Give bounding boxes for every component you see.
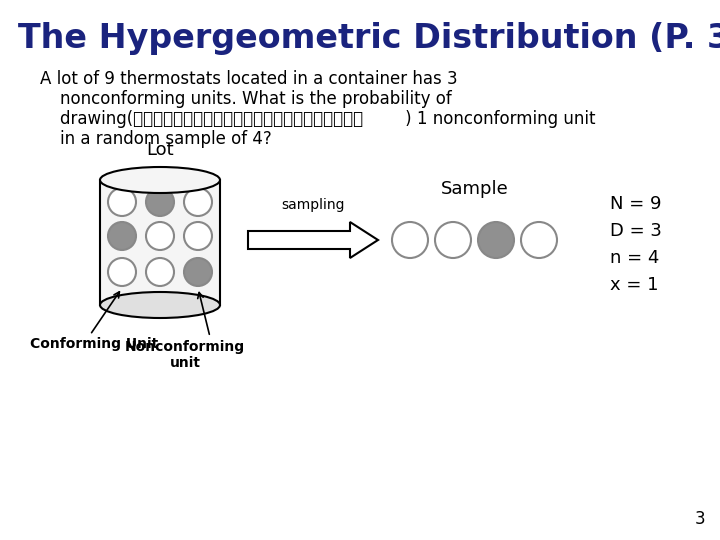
Text: Conforming Unit: Conforming Unit	[30, 337, 158, 351]
Circle shape	[184, 222, 212, 250]
Ellipse shape	[100, 292, 220, 318]
Text: in a random sample of 4?: in a random sample of 4?	[60, 130, 271, 148]
Text: D = 3: D = 3	[610, 222, 662, 240]
Bar	[100, 180, 220, 305]
Text: n = 4: n = 4	[610, 249, 660, 267]
Circle shape	[146, 188, 174, 216]
Circle shape	[392, 222, 428, 258]
Circle shape	[478, 222, 514, 258]
Circle shape	[146, 222, 174, 250]
Circle shape	[184, 258, 212, 286]
Circle shape	[184, 188, 212, 216]
Text: nonconforming units. What is the probability of: nonconforming units. What is the probabi…	[60, 90, 451, 108]
Circle shape	[108, 188, 136, 216]
Text: N = 9: N = 9	[610, 195, 662, 213]
Circle shape	[108, 222, 136, 250]
Ellipse shape	[100, 167, 220, 193]
Circle shape	[435, 222, 471, 258]
Text: Sample: Sample	[441, 180, 508, 198]
Text: 3: 3	[694, 510, 705, 528]
Text: Lot: Lot	[146, 141, 174, 159]
Text: x = 1: x = 1	[610, 276, 659, 294]
Text: drawing(ความนาจะเป็นในการสุมทยบ        ) 1 nonconforming unit: drawing(ความนาจะเป็นในการสุมทยบ ) 1 nonc…	[60, 110, 595, 128]
Text: Nonconforming
unit: Nonconforming unit	[125, 340, 245, 370]
Circle shape	[521, 222, 557, 258]
Text: sampling: sampling	[282, 198, 345, 212]
Text: The Hypergeometric Distribution (P. 3): The Hypergeometric Distribution (P. 3)	[18, 22, 720, 55]
Text: A lot of 9 thermostats located in a container has 3: A lot of 9 thermostats located in a cont…	[40, 70, 458, 88]
FancyArrow shape	[248, 222, 378, 258]
Circle shape	[108, 258, 136, 286]
Circle shape	[146, 258, 174, 286]
